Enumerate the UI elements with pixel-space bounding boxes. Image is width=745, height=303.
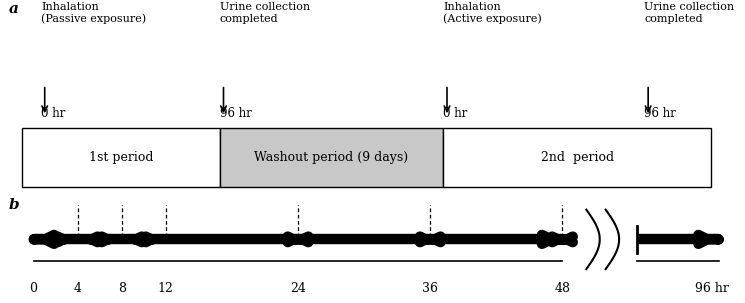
Text: 8: 8 [118,282,126,295]
Text: 36: 36 [422,282,438,295]
Text: Inhalation
(Active exposure): Inhalation (Active exposure) [443,2,542,24]
Text: 96 hr: 96 hr [220,107,252,120]
Text: 4: 4 [74,282,82,295]
Text: 1st period: 1st period [89,151,153,164]
Text: 48: 48 [554,282,571,295]
Text: 24: 24 [290,282,306,295]
Text: b: b [9,198,19,212]
Bar [220,128,443,187]
Text: 2nd  period: 2nd period [541,151,614,164]
Bar [443,128,711,187]
Bar [22,128,220,187]
Text: 96 hr: 96 hr [694,282,729,295]
Text: 0 hr: 0 hr [443,107,468,120]
Text: a: a [9,2,19,16]
Text: Urine collection
completed: Urine collection completed [644,2,735,24]
Text: Inhalation
(Passive exposure): Inhalation (Passive exposure) [41,2,146,24]
Text: 0: 0 [30,282,37,295]
Text: 0 hr: 0 hr [41,107,66,120]
Text: 12: 12 [158,282,174,295]
Text: 96 hr: 96 hr [644,107,676,120]
Text: Washout period (9 days): Washout period (9 days) [255,151,408,164]
Text: Urine collection
completed: Urine collection completed [220,2,310,24]
